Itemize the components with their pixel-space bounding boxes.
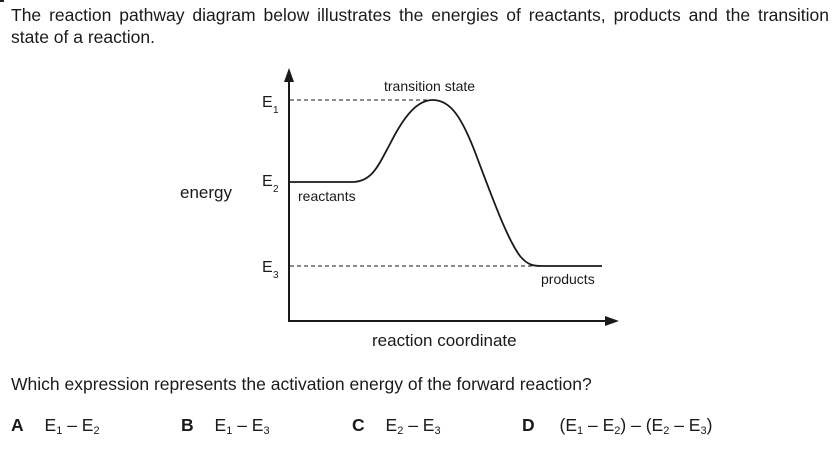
reactants-label: reactants [298,188,356,204]
energy-profile-curve [290,99,602,267]
option-expression: (E1 – E2) – (E2 – E3) [559,415,713,437]
y-axis-arrow [284,68,294,82]
option-a[interactable]: A E1 – E2 [11,415,100,437]
option-expression: E1 – E2 [44,415,100,437]
option-d[interactable]: D (E1 – E2) – (E2 – E3) [522,415,713,437]
x-axis-arrow [605,316,619,326]
question-prompt: Which expression represents the activati… [11,374,592,394]
option-b[interactable]: B E1 – E3 [181,415,270,437]
y-axis-label: energy [180,183,232,202]
level-label-e1: E1 [262,94,279,116]
x-axis-label: reaction coordinate [372,331,517,350]
option-expression: E1 – E3 [214,415,270,437]
option-letter: A [11,415,24,435]
option-letter: C [352,415,365,435]
question-intro: The reaction pathway diagram below illus… [11,5,829,47]
option-c[interactable]: C E2 – E3 [352,415,441,437]
option-expression: E2 – E3 [385,415,441,437]
option-letter: D [522,415,535,435]
level-label-e3: E3 [262,259,279,281]
corner-mark [0,0,4,2]
transition-state-label: transition state [384,78,475,94]
products-label: products [541,271,595,287]
option-letter: B [181,415,194,435]
level-label-e2: E2 [262,173,279,195]
